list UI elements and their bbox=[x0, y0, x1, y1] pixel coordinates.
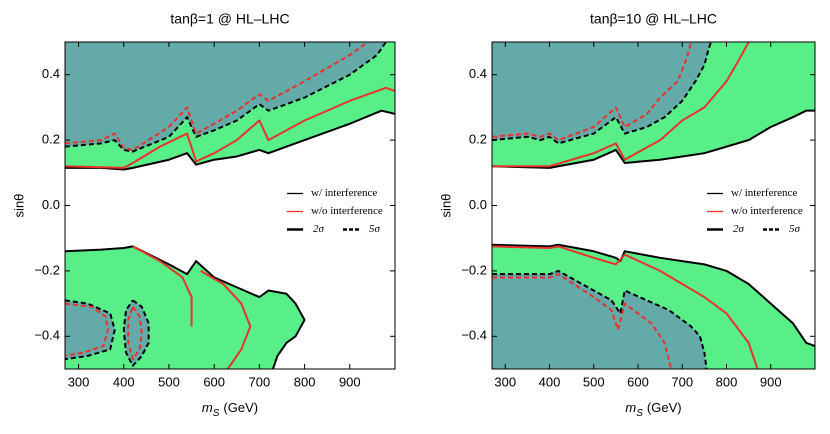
contour-line bbox=[65, 86, 395, 169]
x-tick-label: 300 bbox=[68, 374, 90, 389]
legend-label: w/o interference bbox=[731, 205, 803, 217]
legend-label: w/ interference bbox=[731, 187, 797, 199]
legend-label: 2σ bbox=[313, 223, 325, 235]
contour-line bbox=[65, 299, 116, 361]
legend-label: 2σ bbox=[733, 223, 745, 235]
y-tick-label: 0.2 bbox=[469, 132, 487, 147]
x-label-unit: (GeV) bbox=[223, 400, 258, 415]
x-tick-label: 900 bbox=[760, 374, 782, 389]
x-tick-label: 700 bbox=[249, 374, 271, 389]
x-tick-label: 600 bbox=[203, 374, 225, 389]
x-label-symbol: m bbox=[202, 400, 213, 415]
x-tick-label: 300 bbox=[494, 374, 516, 389]
y-tick-label: 0.4 bbox=[42, 66, 60, 81]
contour-line bbox=[492, 42, 750, 168]
legend-label: 5σ bbox=[789, 223, 801, 235]
chart-title: tanβ=1 @ HL–LHC bbox=[170, 11, 289, 27]
x-axis-label: mS (GeV) bbox=[625, 400, 681, 418]
x-tick-label: 700 bbox=[671, 374, 693, 389]
x-label-subscript: S bbox=[213, 408, 220, 419]
contour-line bbox=[200, 270, 252, 369]
contour-line bbox=[492, 273, 673, 369]
y-axis-label: sinθ bbox=[11, 194, 26, 218]
region-fill bbox=[65, 42, 395, 152]
x-label-symbol: m bbox=[625, 400, 636, 415]
y-tick-label: −0.2 bbox=[34, 262, 60, 277]
contour-line bbox=[127, 306, 143, 361]
y-tick-label: −0.4 bbox=[461, 328, 487, 343]
region-fill bbox=[492, 42, 815, 144]
contour-line bbox=[65, 109, 395, 171]
chart-title: tanβ=10 @ HL–LHC bbox=[590, 11, 717, 27]
contour-line bbox=[492, 269, 708, 369]
y-tick-label: 0.0 bbox=[42, 197, 60, 212]
x-tick-label: 800 bbox=[716, 374, 738, 389]
x-label-unit: (GeV) bbox=[647, 400, 682, 415]
legend-label: 5σ bbox=[369, 223, 381, 235]
contour-line bbox=[492, 109, 815, 169]
contour-line bbox=[492, 42, 712, 145]
x-tick-label: 500 bbox=[158, 374, 180, 389]
plot-area bbox=[492, 42, 815, 369]
contour-line bbox=[492, 243, 815, 348]
contour-line bbox=[492, 42, 693, 142]
y-axis-label: sinθ bbox=[438, 194, 453, 218]
x-axis-label: mS (GeV) bbox=[202, 400, 258, 418]
contour-line bbox=[492, 245, 759, 369]
y-tick-label: 0.4 bbox=[469, 66, 487, 81]
contour-line bbox=[65, 42, 369, 151]
x-tick-label: 600 bbox=[627, 374, 649, 389]
x-tick-label: 500 bbox=[583, 374, 605, 389]
plot-area bbox=[65, 42, 395, 369]
x-tick-label: 900 bbox=[339, 374, 361, 389]
contour-line bbox=[65, 42, 387, 153]
x-tick-label: 400 bbox=[113, 374, 135, 389]
x-tick-label: 800 bbox=[294, 374, 316, 389]
region-fill bbox=[492, 270, 707, 369]
legend-label: w/ interference bbox=[311, 187, 377, 199]
y-tick-label: −0.2 bbox=[461, 262, 487, 277]
y-tick-label: 0.0 bbox=[469, 197, 487, 212]
x-label-subscript: S bbox=[636, 408, 643, 419]
contour-line bbox=[65, 302, 109, 357]
contour-line bbox=[132, 245, 193, 327]
contour-line bbox=[65, 245, 306, 369]
y-tick-label: −0.4 bbox=[34, 328, 60, 343]
y-tick-label: 0.2 bbox=[42, 132, 60, 147]
x-tick-label: 400 bbox=[539, 374, 561, 389]
contour-line bbox=[122, 299, 150, 367]
legend-label: w/o interference bbox=[311, 205, 383, 217]
